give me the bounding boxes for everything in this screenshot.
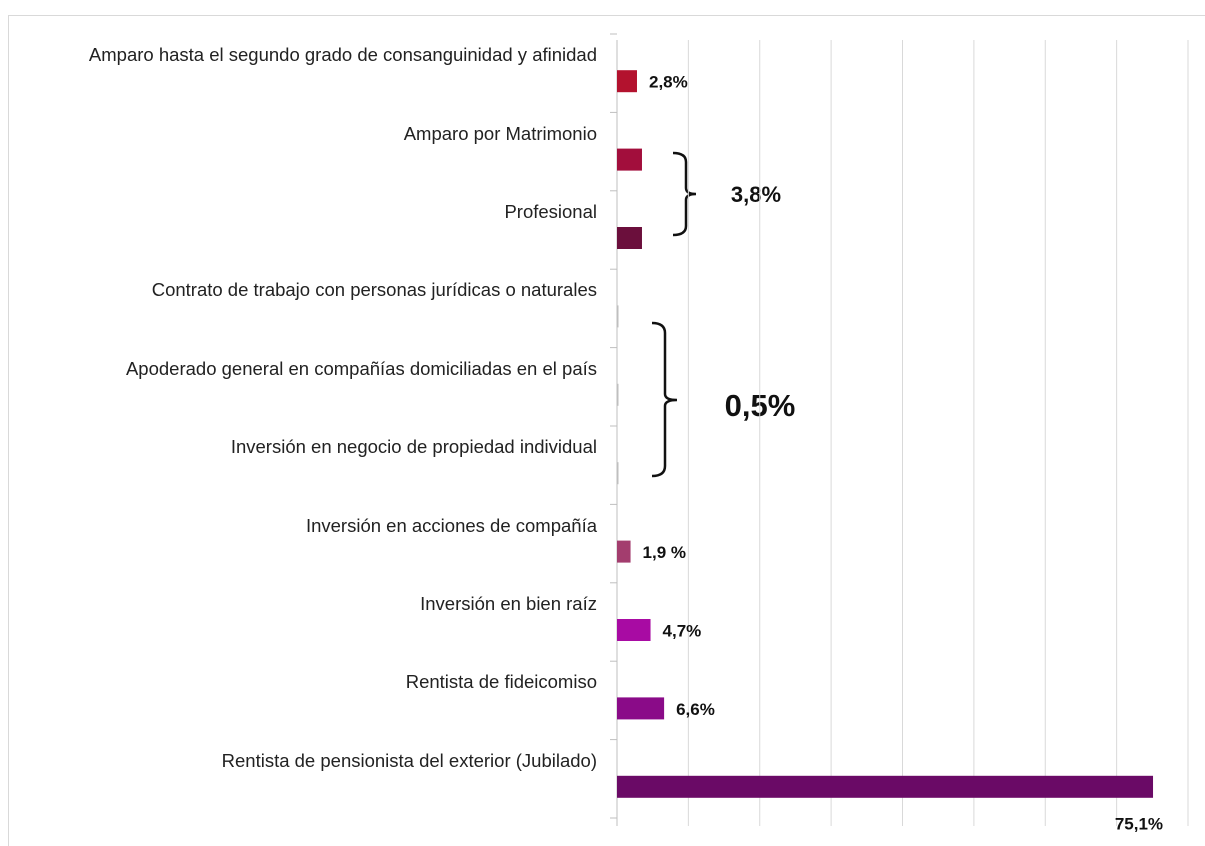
category-label: Inversión en negocio de propiedad indivi… [230,436,597,458]
category-label: Inversión en bien raíz [420,593,597,614]
value-label: 75,1% [1115,814,1163,833]
bracket [672,151,697,237]
value-label: 6,6% [676,700,715,719]
bar [617,697,665,720]
bar [617,540,631,563]
bar [617,775,1154,798]
bar [617,462,619,485]
value-label: 1,9 % [643,543,686,562]
category-label: Inversión en acciones de compañía [305,514,597,536]
bar [617,305,619,328]
bar [617,383,619,406]
bracket [651,321,678,478]
category-label: Rentista de fideicomiso [405,671,597,693]
value-label: 4,7% [663,621,702,640]
bar [617,70,637,93]
annotation: 3,8% [731,182,781,207]
frame [8,15,1205,846]
bar [617,619,651,641]
category-label: Profesional [504,201,597,222]
bar [617,148,642,171]
category-label: Amparo por Matrimonio [403,122,597,144]
category-label: Apoderado general en compañías domicilia… [125,357,597,379]
bar [617,227,642,249]
value-label: 2,8% [649,73,688,92]
category-label: Amparo hasta el segundo grado de consang… [88,44,597,66]
category-label: Rentista de pensionista del exterior (Ju… [221,749,597,771]
category-label: Contrato de trabajo con personas jurídic… [151,279,597,301]
